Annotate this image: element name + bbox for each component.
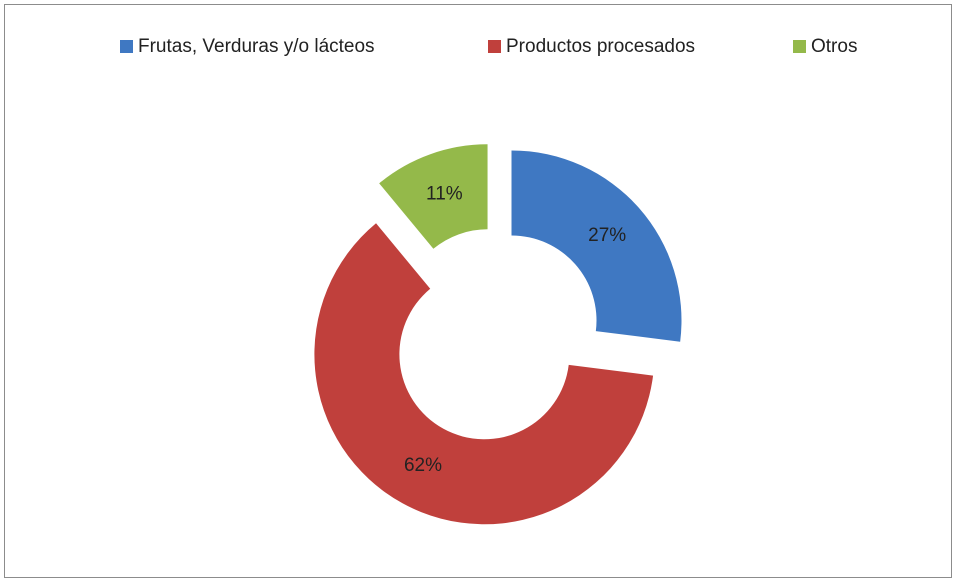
- donut-segment: [314, 223, 654, 525]
- legend-label: Frutas, Verduras y/o lácteos: [138, 36, 375, 57]
- legend-label: Otros: [811, 36, 857, 57]
- legend-label: Productos procesados: [506, 36, 695, 57]
- legend-swatch: [488, 40, 501, 53]
- data-label: 11%: [426, 183, 463, 204]
- donut-segment: [379, 144, 488, 249]
- data-label: 27%: [588, 225, 626, 246]
- data-label: 62%: [404, 455, 442, 476]
- legend-swatch: [793, 40, 806, 53]
- legend-swatch: [120, 40, 133, 53]
- donut-segment: [511, 150, 682, 342]
